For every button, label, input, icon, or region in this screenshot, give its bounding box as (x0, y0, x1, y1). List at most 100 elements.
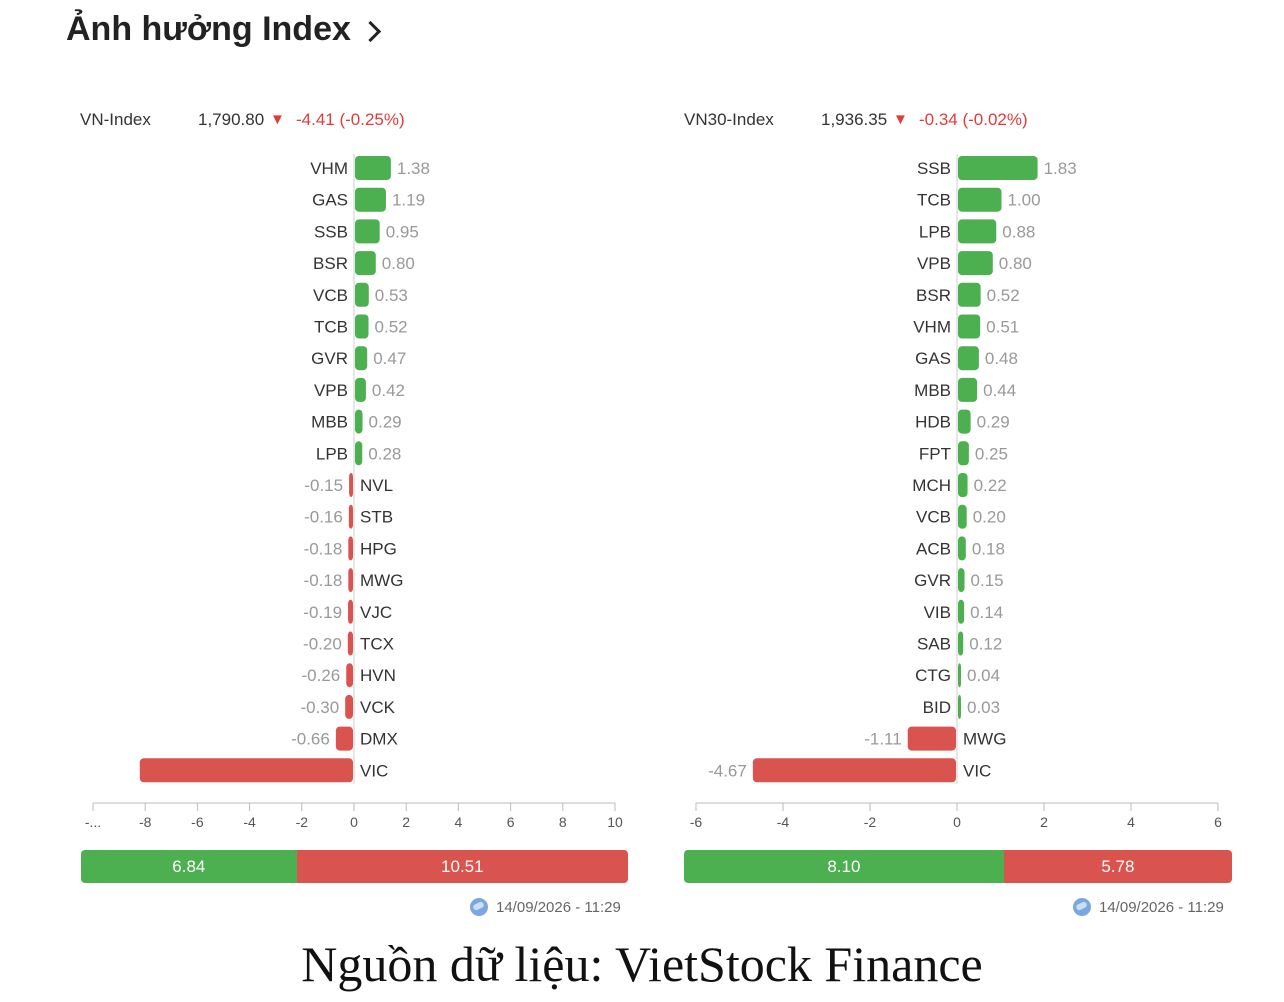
category-label: MWG (963, 730, 1006, 749)
bar-sab[interactable] (958, 631, 964, 656)
bar-ssb[interactable] (958, 156, 1038, 180)
bar-lpb[interactable] (355, 441, 363, 466)
index-value: 1,936.35 (821, 110, 888, 129)
negative-total: 10.51 (296, 850, 628, 883)
globe-icon (470, 898, 488, 916)
bar-tcb[interactable] (355, 314, 369, 339)
category-label: VHM (310, 159, 348, 178)
category-label: TCX (360, 635, 394, 654)
down-arrow-icon: ▼ (270, 111, 285, 128)
category-label: VIB (924, 603, 951, 622)
bar-vck[interactable] (345, 694, 353, 719)
value-label: 0.95 (386, 222, 419, 241)
down-arrow-icon: ▼ (893, 111, 908, 128)
category-label: NVL (360, 476, 393, 495)
value-label: 0.15 (971, 571, 1004, 590)
category-label: SAB (917, 635, 951, 654)
value-label: 0.14 (970, 603, 1003, 622)
bar-gas[interactable] (355, 187, 386, 212)
bar-tcx[interactable] (347, 631, 353, 656)
category-label: BSR (313, 254, 348, 273)
bar-hpg[interactable] (348, 536, 353, 561)
category-label: MBB (914, 381, 951, 400)
index-name: VN-Index (80, 110, 151, 129)
positive-total: 8.10 (684, 850, 1004, 883)
x-tick-label: 2 (402, 814, 410, 830)
bar-vhm[interactable] (958, 314, 981, 339)
x-tick-label: 8 (559, 814, 567, 830)
x-tick-label: 0 (350, 814, 358, 830)
vn30-impact-chart: SSB 1.83 TCB 1.00 LPB 0.88 VPB 0.80 BSR 0.52 VHM 0.… (690, 154, 1222, 830)
category-label: VPB (917, 254, 951, 273)
index-change: -4.41 (-0.25%) (296, 110, 405, 129)
bar-hdb[interactable] (958, 409, 971, 434)
value-label: 0.88 (1002, 222, 1035, 241)
value-label: 0.29 (369, 413, 402, 432)
x-tick-label: -4 (243, 814, 256, 830)
bar-vpb[interactable] (958, 251, 993, 276)
bar-bid[interactable] (958, 694, 961, 719)
bar-gvr[interactable] (958, 568, 965, 593)
bar-vcb[interactable] (355, 282, 369, 307)
vnindex-timestamp: 14/09/2026 - 11:29 (470, 898, 621, 916)
bar-vcb[interactable] (958, 504, 967, 529)
category-label: HVN (360, 666, 396, 685)
value-label: -0.30 (300, 698, 339, 717)
value-label: -0.20 (303, 635, 342, 654)
page-title[interactable]: Ảnh hưởng Index (66, 10, 381, 49)
title-text: Ảnh hưởng Index (66, 10, 351, 48)
vnindex-breadth-bar: 6.84 10.51 (81, 850, 628, 883)
bar-hvn[interactable] (346, 663, 353, 688)
bar-gas[interactable] (958, 346, 979, 371)
positive-total: 6.84 (81, 850, 297, 883)
vnindex-impact-chart: VHM 1.38 GAS 1.19 SSB 0.95 BSR 0.80 VCB 0.53 TCB 0.… (85, 154, 623, 830)
bar-mbb[interactable] (355, 409, 363, 434)
value-label: 0.48 (985, 349, 1018, 368)
globe-icon (1073, 898, 1091, 916)
negative-total: 5.78 (1003, 850, 1232, 883)
value-label: 0.42 (372, 381, 405, 400)
category-label: MBB (311, 413, 348, 432)
bar-bsr[interactable] (958, 282, 981, 307)
bar-vic[interactable] (752, 758, 956, 783)
bar-gvr[interactable] (355, 346, 368, 371)
category-label: VIC (963, 761, 991, 780)
bar-vib[interactable] (958, 599, 965, 624)
category-label: FPT (919, 444, 951, 463)
value-label: -1.11 (864, 730, 902, 749)
bar-acb[interactable] (958, 536, 966, 561)
bar-vic[interactable] (139, 758, 353, 783)
category-label: VCB (916, 508, 951, 527)
x-tick-label: -4 (777, 814, 790, 830)
bar-ctg[interactable] (958, 663, 961, 688)
category-label: VPB (314, 381, 348, 400)
bar-tcb[interactable] (958, 187, 1002, 212)
bar-vjc[interactable] (348, 599, 353, 624)
value-label: -0.18 (304, 571, 343, 590)
bar-ssb[interactable] (355, 219, 380, 244)
bar-mch[interactable] (958, 473, 968, 497)
value-label: 0.25 (975, 444, 1008, 463)
bar-nvl[interactable] (349, 473, 353, 497)
value-label: 0.18 (972, 539, 1005, 558)
bar-dmx[interactable] (335, 726, 353, 751)
bar-mwg[interactable] (348, 568, 353, 593)
bar-bsr[interactable] (355, 251, 376, 276)
bar-lpb[interactable] (958, 219, 997, 244)
value-label: 0.52 (987, 286, 1020, 305)
category-label: GVR (914, 571, 951, 590)
bar-vpb[interactable] (355, 377, 366, 402)
category-label: DMX (360, 730, 398, 749)
value-label: 0.80 (999, 254, 1032, 273)
index-change: -0.34 (-0.02%) (919, 110, 1028, 129)
bar-fpt[interactable] (958, 441, 969, 466)
value-label: 1.19 (392, 191, 425, 210)
category-label: LPB (919, 222, 951, 241)
bar-stb[interactable] (348, 504, 353, 529)
bar-mwg[interactable] (907, 726, 956, 751)
value-label: 0.53 (375, 286, 408, 305)
value-label: 0.04 (967, 666, 1000, 685)
bar-mbb[interactable] (958, 377, 978, 402)
bar-vhm[interactable] (355, 156, 391, 180)
timestamp-text: 14/09/2026 - 11:29 (496, 898, 621, 916)
